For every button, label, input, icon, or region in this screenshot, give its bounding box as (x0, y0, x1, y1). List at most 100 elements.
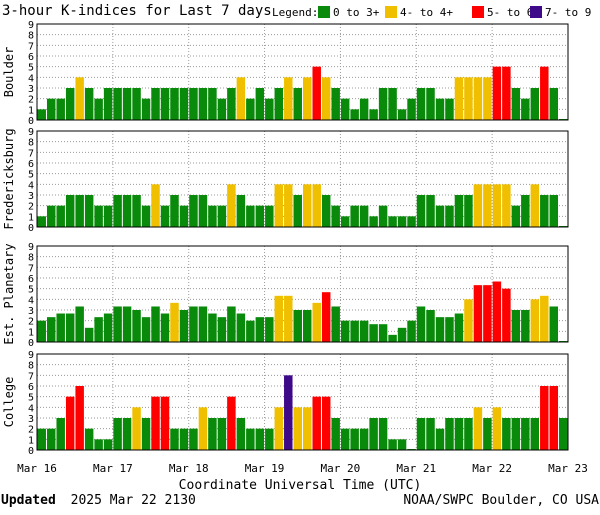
bar (435, 428, 445, 450)
bar (407, 216, 416, 227)
bar (464, 195, 473, 227)
bar (407, 98, 416, 120)
bar (236, 418, 246, 450)
bar (492, 281, 502, 342)
y-tick-label: 8 (28, 253, 34, 264)
bar (113, 418, 122, 450)
panel-label: College (2, 377, 16, 428)
footer-source: NOAA/SWPC Boulder, CO USA (403, 493, 599, 508)
y-tick-label: 9 (28, 350, 34, 361)
bar (454, 418, 464, 450)
bar (132, 88, 141, 120)
bar (46, 428, 56, 450)
bar (132, 407, 141, 450)
bar (426, 88, 435, 120)
bar (416, 88, 426, 120)
bar (321, 195, 331, 227)
bar (122, 306, 132, 342)
bar (284, 184, 293, 227)
bar (464, 299, 473, 342)
y-tick-label: 1 (28, 105, 34, 116)
bar (350, 205, 359, 227)
bar (37, 109, 46, 120)
bar (492, 184, 502, 227)
bar (160, 313, 170, 342)
bar (473, 407, 483, 450)
x-tick-label: Mar 16 (17, 462, 57, 475)
y-tick-label: 4 (28, 295, 34, 306)
bar (397, 216, 407, 227)
bar (435, 205, 445, 227)
bar (170, 302, 179, 342)
bar (312, 302, 321, 342)
bar (397, 327, 407, 342)
y-tick-label: 3 (28, 84, 34, 95)
y-tick-label: 3 (28, 414, 34, 425)
bar (293, 88, 302, 120)
y-tick-label: 0 (28, 338, 34, 349)
y-tick-label: 4 (28, 180, 34, 191)
bar (540, 386, 549, 450)
bar (502, 288, 511, 342)
x-tick-label: Mar 18 (169, 462, 209, 475)
bar (56, 418, 65, 450)
bar (378, 324, 388, 342)
bar (416, 306, 426, 342)
bar (217, 317, 227, 342)
bar (141, 418, 151, 450)
bar (208, 88, 217, 120)
y-tick-label: 5 (28, 63, 34, 74)
legend: 0 to 3+ 4- to 4+ 5- to 6+ 7- to 9 (318, 6, 591, 19)
bar (321, 396, 331, 450)
bar (179, 428, 189, 450)
y-tick-label: 7 (28, 263, 34, 274)
bar (56, 205, 65, 227)
bar (75, 195, 84, 227)
bar (559, 418, 568, 450)
bar (549, 195, 559, 227)
bar (84, 327, 94, 342)
y-tick-label: 6 (28, 274, 34, 285)
panel-frame (36, 245, 569, 343)
bar (331, 306, 340, 342)
bar (397, 439, 407, 450)
bar (378, 88, 388, 120)
bar (151, 184, 160, 227)
bar (274, 407, 284, 450)
bar (46, 98, 56, 120)
bar (340, 98, 350, 120)
bar (321, 292, 331, 342)
bar (160, 88, 170, 120)
y-tick-label: 7 (28, 371, 34, 382)
bar (340, 216, 350, 227)
bar (84, 428, 94, 450)
bar (246, 205, 255, 227)
bar (227, 184, 236, 227)
bar (445, 205, 454, 227)
bar (103, 439, 113, 450)
chart-title: 3-hour K-indices for Last 7 days (2, 3, 272, 19)
bar (511, 310, 521, 342)
legend-label-3: 7- to 9 (545, 6, 591, 19)
bar (37, 320, 46, 342)
bar (255, 428, 265, 450)
y-tick-label: 0 (28, 116, 34, 127)
bar (426, 195, 435, 227)
y-tick-label: 7 (28, 41, 34, 52)
bar (274, 184, 284, 227)
bar (84, 195, 94, 227)
bar (502, 418, 511, 450)
bar (37, 428, 46, 450)
bar (511, 88, 521, 120)
bar (331, 205, 340, 227)
bar (473, 77, 483, 120)
legend-swatch-0 (318, 6, 330, 18)
bar (473, 184, 483, 227)
y-tick-label: 5 (28, 393, 34, 404)
y-tick-label: 0 (28, 223, 34, 234)
bar (189, 88, 198, 120)
